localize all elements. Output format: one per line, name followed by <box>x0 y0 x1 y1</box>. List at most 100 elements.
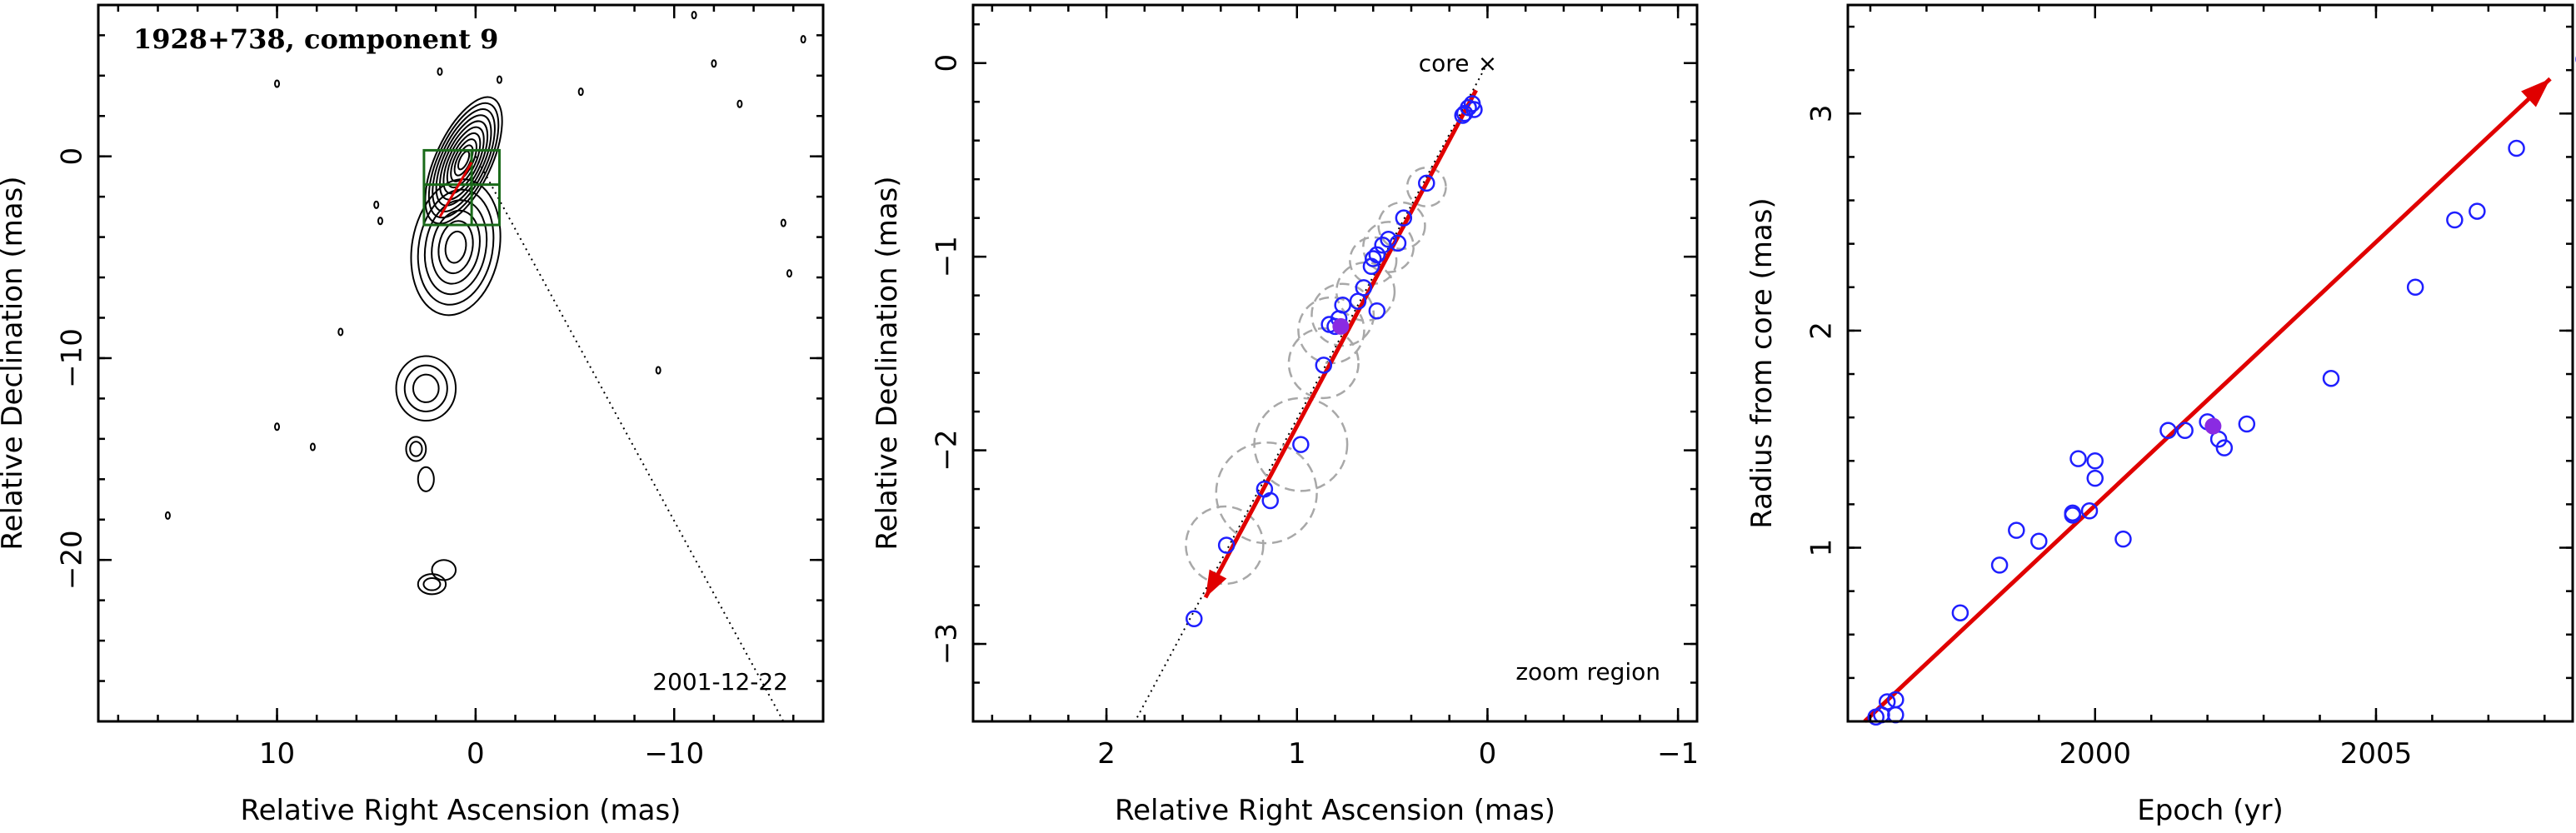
noise-contour <box>691 11 697 20</box>
fit-line-arrow <box>1863 77 2552 723</box>
noise-contour <box>309 442 316 451</box>
trajectory-line <box>1134 62 1489 722</box>
contour-level <box>417 573 447 596</box>
data-point <box>2406 278 2424 297</box>
data-point <box>1374 236 1391 254</box>
axis-ticks: 2 1 0 −1 0 −1 −2 −3 <box>931 5 1699 771</box>
data-point <box>1362 257 1380 276</box>
noise-contour <box>711 59 717 68</box>
y-tick-label: 0 <box>56 147 89 166</box>
contour-level <box>409 441 423 457</box>
y-tick-label: −20 <box>56 530 89 590</box>
highlight-point <box>1332 317 1350 335</box>
data-point <box>2086 452 2104 470</box>
motion-arrow <box>438 162 473 218</box>
data-point <box>1368 302 1386 320</box>
data-point <box>1395 209 1413 227</box>
data-point <box>2114 530 2132 548</box>
contour-level <box>424 96 503 225</box>
noise-contours <box>164 11 806 520</box>
contour-level <box>437 220 474 275</box>
contour-level <box>405 436 427 462</box>
data-point <box>1418 174 1435 192</box>
y-tick-label: 0 <box>931 54 964 72</box>
noise-contour <box>736 99 743 108</box>
panel-zoom-trajectory: core × zoom region 2 1 0 −1 0 −1 −2 −3 Relative… <box>871 3 1699 827</box>
x-tick-label: 10 <box>259 737 295 771</box>
y-axis-label: Radius from core (mas) <box>1745 197 1779 528</box>
data-point <box>2508 139 2525 157</box>
contour-level <box>423 199 488 296</box>
contour-level <box>395 355 457 422</box>
uncertainty-circle <box>1215 441 1318 545</box>
contour-level <box>410 178 502 317</box>
data-point <box>1349 292 1367 310</box>
data-point <box>1217 536 1236 554</box>
noise-contour <box>780 218 786 227</box>
contour-level <box>435 114 492 207</box>
data-point <box>1990 556 2009 574</box>
x-tick-label: 2005 <box>2340 737 2413 771</box>
data-point <box>2008 521 2025 539</box>
core-marker: × <box>1478 50 1497 77</box>
x-tick-label: 0 <box>1479 737 1497 771</box>
data-point <box>2064 504 2082 522</box>
y-tick-label: −1 <box>931 236 964 277</box>
noise-contour <box>496 75 502 84</box>
contour-level <box>422 577 442 591</box>
noise-contour <box>786 269 792 278</box>
data-point <box>2176 421 2194 440</box>
panel-contour-map: 10 0 −10 0 −10 −20 1928+738, component 9 2001… <box>0 3 825 827</box>
chart-title: 1928+738, component 9 <box>133 23 498 55</box>
data-point <box>2069 450 2087 467</box>
data-point <box>1364 250 1382 267</box>
trajectory-line <box>474 156 785 722</box>
data-point <box>2159 421 2177 440</box>
data-point <box>2238 415 2256 433</box>
contour-level <box>412 373 440 403</box>
noise-contour <box>274 79 281 88</box>
data-point <box>1454 107 1471 124</box>
y-tick-label: 1 <box>1805 539 1839 557</box>
arrow-head <box>2521 78 2551 107</box>
data-point <box>1887 706 1905 724</box>
axis-ticks: 2000 2005 1 2 3 <box>1805 5 2573 771</box>
contour-level <box>439 120 489 201</box>
contour-level <box>453 144 474 177</box>
contour-level <box>431 209 481 285</box>
y-tick-label: 3 <box>1805 104 1839 122</box>
x-tick-label: −10 <box>644 737 704 771</box>
data-point <box>1315 357 1333 374</box>
uncertainty-circle <box>1335 261 1396 322</box>
data-point <box>1878 693 1896 711</box>
panel-frame <box>1846 3 2574 723</box>
x-axis-label: Relative Right Ascension (mas) <box>1115 794 1555 827</box>
core-label: core <box>1419 50 1470 77</box>
data-point <box>2215 439 2234 456</box>
data-point <box>1186 610 1203 628</box>
data-point <box>2030 532 2048 550</box>
noise-contour <box>164 511 171 520</box>
axis-ticks: 10 0 −10 0 −10 −20 <box>56 5 823 771</box>
x-tick-label: 2 <box>1097 737 1116 771</box>
data-point <box>1292 436 1310 453</box>
contour-level <box>446 132 482 189</box>
panel-radius-epoch: 2000 2005 1 2 3 Epoch (yr) Radius from core … <box>1745 3 2576 827</box>
noise-contour <box>800 35 806 44</box>
motion-arrow <box>1203 89 1478 599</box>
noise-contour <box>337 327 344 337</box>
uncertainty-circles <box>1185 166 1447 586</box>
contour-level <box>444 230 467 264</box>
noise-contour <box>577 87 584 97</box>
contour-level <box>431 559 457 581</box>
data-point <box>1951 604 1969 621</box>
x-tick-label: 1 <box>1288 737 1306 771</box>
uncertainty-circle <box>1185 505 1265 586</box>
zoom-box-outline <box>422 148 501 227</box>
noise-contour <box>373 200 380 209</box>
region-label: zoom region <box>1515 658 1660 686</box>
data-point <box>2080 501 2099 520</box>
data-point <box>2469 202 2486 220</box>
arrow-head <box>1205 569 1227 598</box>
